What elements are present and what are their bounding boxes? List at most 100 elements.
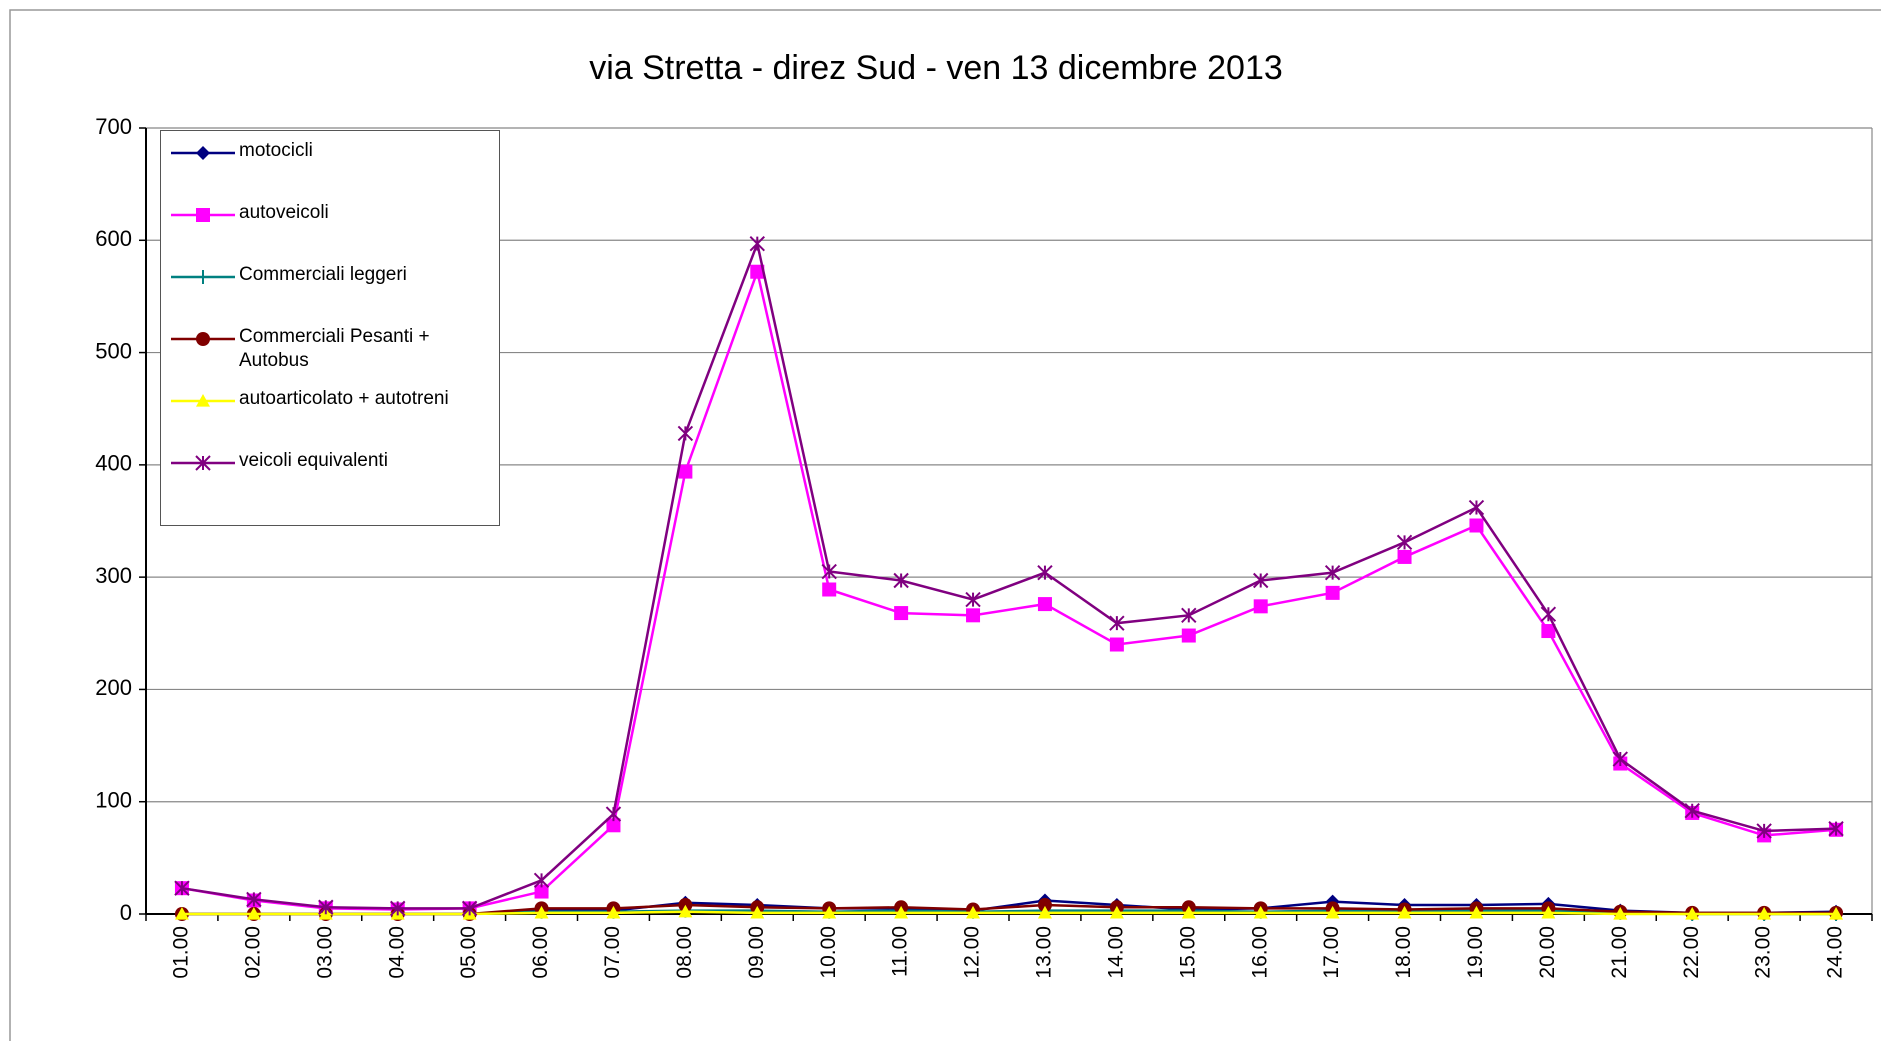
legend-label: veicoli equivalenti — [239, 450, 388, 471]
x-tick-label: 22.00 — [1680, 926, 1703, 979]
x-tick-label: 24.00 — [1824, 926, 1847, 979]
x-tick-label: 23.00 — [1752, 926, 1775, 979]
legend-swatch — [171, 332, 235, 346]
x-tick-label: 04.00 — [385, 926, 408, 979]
x-tick-label: 07.00 — [601, 926, 624, 979]
point — [1397, 905, 1412, 919]
y-tick-label: 0 — [120, 900, 132, 925]
x-tick-label: 14.00 — [1104, 926, 1127, 979]
point — [1540, 606, 1557, 622]
point — [606, 818, 621, 833]
point — [822, 582, 837, 597]
x-tick-label: 02.00 — [241, 926, 264, 979]
legend-swatch — [171, 394, 235, 407]
x-tick-label: 03.00 — [313, 926, 336, 979]
point — [750, 264, 765, 279]
series-line — [181, 910, 1837, 916]
point — [1181, 628, 1196, 643]
point — [534, 905, 549, 919]
point — [318, 899, 334, 915]
chart-title: via Stretta - direz Sud - ven 13 dicembr… — [589, 49, 1283, 87]
x-tick-label: 09.00 — [745, 926, 768, 979]
x-tick-label: 21.00 — [1608, 926, 1631, 979]
legend-label: Commerciali leggeri — [239, 264, 407, 285]
point — [1612, 751, 1628, 767]
point — [1829, 907, 1844, 920]
point — [1253, 905, 1268, 919]
point — [461, 900, 478, 917]
x-tick-label: 18.00 — [1392, 926, 1415, 979]
y-tick-label: 200 — [95, 675, 132, 700]
point — [196, 208, 210, 222]
series-line — [181, 239, 1837, 910]
x-tick-label: 19.00 — [1464, 926, 1487, 979]
point — [246, 907, 261, 920]
point — [893, 572, 909, 589]
legend: motocicli autoveicoli Commerciali leggeri C… — [160, 130, 500, 526]
point — [1396, 534, 1413, 551]
point — [1469, 905, 1484, 919]
point — [1541, 905, 1556, 919]
x-tick-label: 08.00 — [673, 926, 696, 979]
point — [1325, 585, 1340, 600]
y-tick-label: 500 — [95, 338, 132, 363]
point — [196, 270, 210, 284]
point — [1613, 907, 1628, 920]
x-tick-label: 06.00 — [529, 926, 552, 979]
point — [605, 806, 622, 822]
point — [966, 608, 981, 623]
legend-swatch — [171, 208, 235, 222]
point — [749, 235, 765, 252]
point — [196, 146, 210, 160]
point — [1756, 823, 1772, 839]
x-tick-label: 20.00 — [1536, 926, 1559, 979]
legend-swatch — [171, 146, 235, 160]
point — [1397, 549, 1412, 564]
point — [1181, 607, 1197, 624]
point — [821, 563, 837, 580]
point — [196, 332, 210, 346]
point — [1757, 907, 1772, 920]
point — [1469, 518, 1484, 533]
point — [1037, 898, 1052, 913]
y-tick-label: 400 — [95, 451, 132, 476]
point — [1253, 572, 1269, 589]
legend-entry: Commerciali Pesanti + Autobus — [161, 325, 499, 387]
point — [678, 464, 693, 479]
point — [1109, 637, 1124, 652]
y-tick-label: 600 — [95, 226, 132, 251]
legend-swatch — [171, 455, 235, 471]
x-tick-label: 12.00 — [961, 926, 984, 979]
point — [533, 872, 550, 889]
point — [195, 455, 211, 471]
x-tick-label: 17.00 — [1320, 926, 1343, 979]
point — [1037, 597, 1052, 612]
point — [966, 905, 981, 919]
point — [750, 905, 765, 919]
x-tick-label: 11.00 — [889, 926, 912, 977]
x-tick-label: 05.00 — [457, 926, 480, 979]
point — [196, 394, 210, 407]
point — [965, 591, 981, 608]
point — [246, 891, 262, 908]
point — [894, 905, 909, 919]
point — [1037, 564, 1053, 581]
legend-label: autoveicoli — [239, 202, 329, 223]
x-tick-label: 10.00 — [817, 926, 840, 979]
point — [1684, 802, 1700, 819]
point — [822, 905, 837, 919]
x-tick-label: 13.00 — [1033, 926, 1056, 979]
point — [677, 425, 694, 442]
point — [534, 884, 549, 899]
point — [1253, 599, 1268, 614]
point — [1541, 624, 1556, 639]
series — [174, 235, 1844, 917]
legend-label: Commerciali Pesanti + Autobus — [239, 326, 430, 371]
point — [1828, 820, 1844, 837]
x-tick-label: 16.00 — [1248, 926, 1271, 979]
legend-entry: autoarticolato + autotreni — [161, 387, 499, 449]
point — [678, 904, 693, 918]
legend-entry: autoveicoli — [161, 201, 499, 263]
legend-entry: veicoli equivalenti — [161, 449, 499, 511]
